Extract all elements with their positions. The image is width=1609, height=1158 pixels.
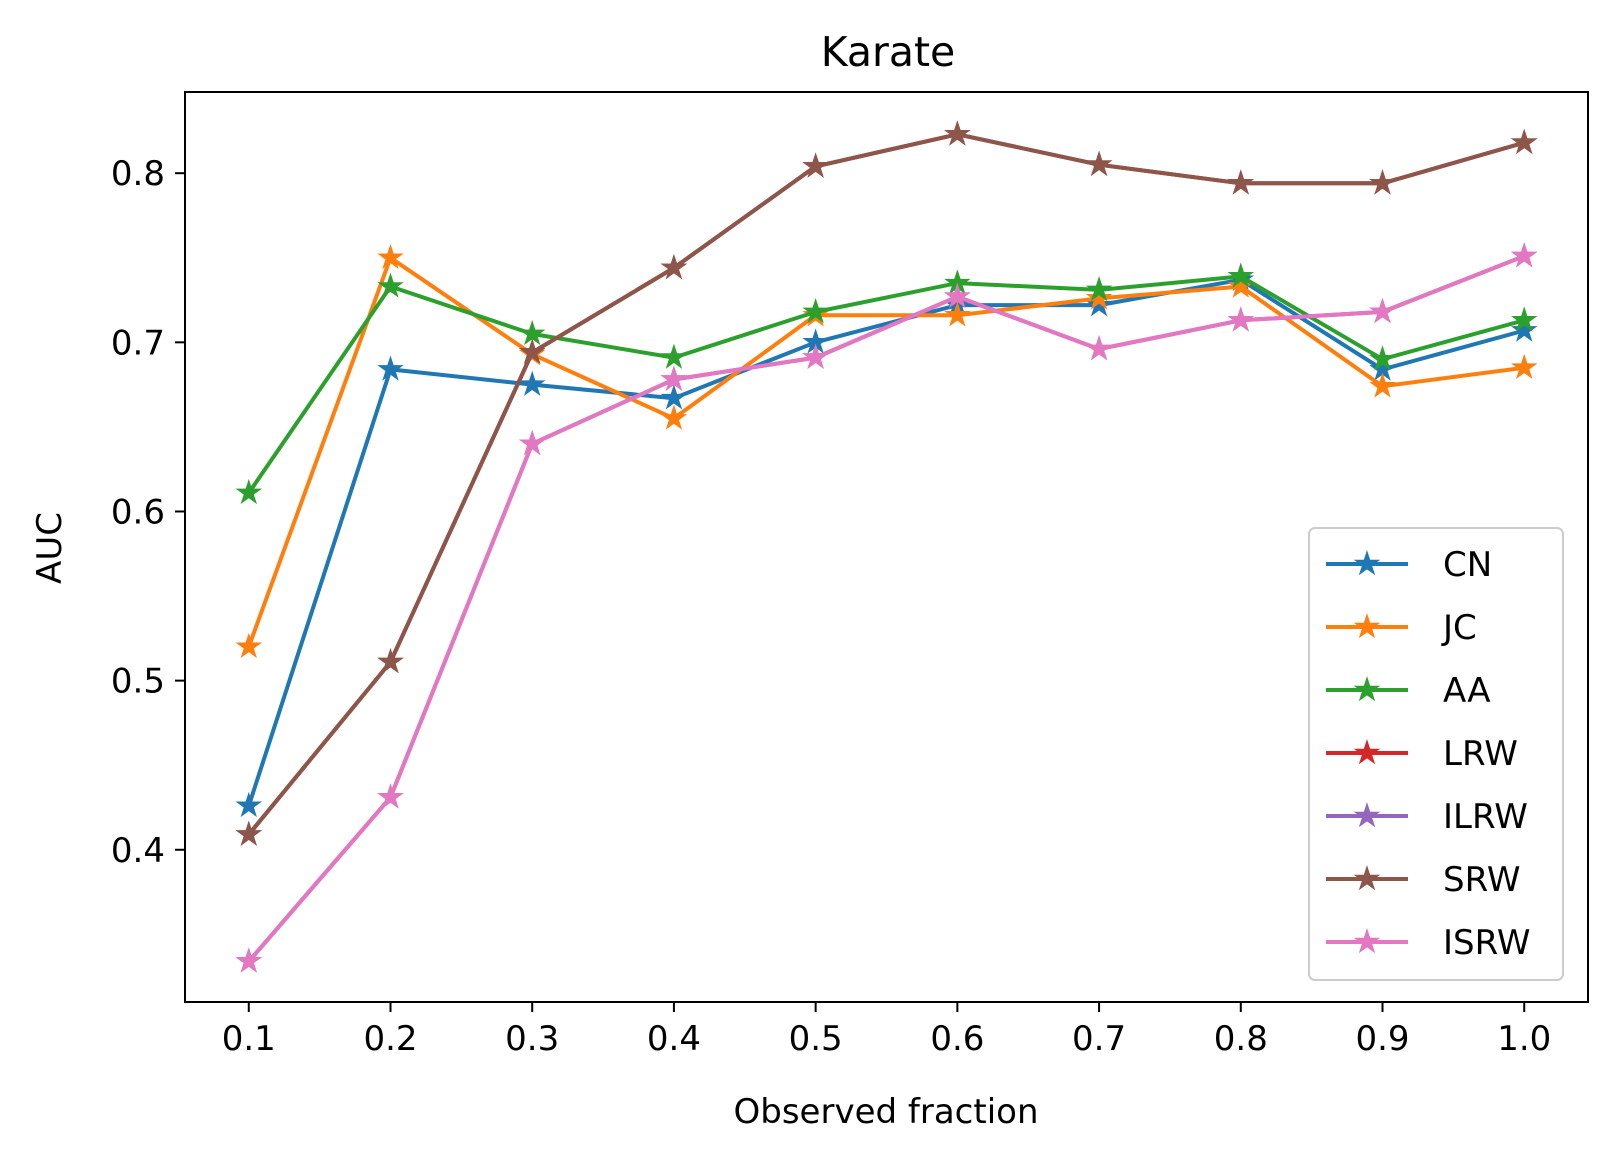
x-tick-label: 0.3 — [505, 1019, 559, 1059]
legend-item-aa: AA — [1326, 671, 1490, 711]
legend-item-srw: SRW — [1326, 860, 1520, 900]
x-tick-label: 0.6 — [930, 1019, 984, 1059]
series-jc — [237, 246, 1535, 657]
series-line-cn — [246, 277, 1527, 809]
series-isrw — [237, 244, 1535, 971]
y-axis-ticks: 0.4 0.5 0.6 0.7 0.8 — [111, 154, 185, 871]
x-axis-title: Observed fraction — [734, 1092, 1039, 1132]
legend-box — [1308, 527, 1564, 981]
plot-frame — [184, 91, 1589, 1003]
legend-item-isrw: ISRW — [1326, 923, 1530, 963]
y-tick-label: 0.5 — [111, 662, 165, 702]
legend-label-aa: AA — [1443, 671, 1490, 711]
x-tick-label: 0.1 — [222, 1019, 276, 1059]
x-tick-label: 0.4 — [647, 1019, 701, 1059]
legend-label-ilrw: ILRW — [1443, 797, 1528, 837]
legend-label-cn: CN — [1443, 545, 1492, 585]
x-tick-label: 0.8 — [1214, 1019, 1268, 1059]
series-srw — [237, 122, 1535, 844]
x-tick-label: 0.2 — [363, 1019, 417, 1059]
legend-item-ilrw: ILRW — [1326, 797, 1528, 837]
y-tick-label: 0.4 — [111, 831, 165, 871]
chart-title: Karate — [821, 28, 956, 76]
x-tick-label: 0.5 — [789, 1019, 843, 1059]
legend-label-jc: JC — [1441, 608, 1477, 648]
y-tick-label: 0.6 — [111, 492, 165, 532]
series-line-jc — [246, 255, 1527, 650]
legend-label-srw: SRW — [1443, 860, 1520, 900]
y-axis-title: AUC — [30, 512, 70, 584]
legend-label-lrw: LRW — [1443, 734, 1518, 774]
legend-item-jc: JC — [1326, 608, 1477, 648]
legend: CN JC AA LRW ILRW SRW ISRW — [1308, 527, 1564, 981]
series-line-isrw — [245, 253, 1527, 965]
x-tick-label: 0.7 — [1072, 1019, 1126, 1059]
legend-item-lrw: LRW — [1326, 734, 1518, 774]
series-cn — [237, 268, 1535, 816]
x-tick-label: 0.9 — [1355, 1019, 1409, 1059]
y-tick-label: 0.8 — [111, 154, 165, 194]
series-line-srw — [245, 132, 1527, 838]
x-tick-label: 1.0 — [1497, 1019, 1551, 1059]
legend-item-cn: CN — [1326, 545, 1492, 585]
series-layer — [237, 122, 1535, 971]
y-tick-label: 0.7 — [111, 323, 165, 363]
x-axis-ticks: 0.1 0.2 0.3 0.4 0.5 0.6 0.7 0.8 0.9 1.0 — [222, 1002, 1551, 1059]
legend-label-isrw: ISRW — [1443, 923, 1530, 963]
